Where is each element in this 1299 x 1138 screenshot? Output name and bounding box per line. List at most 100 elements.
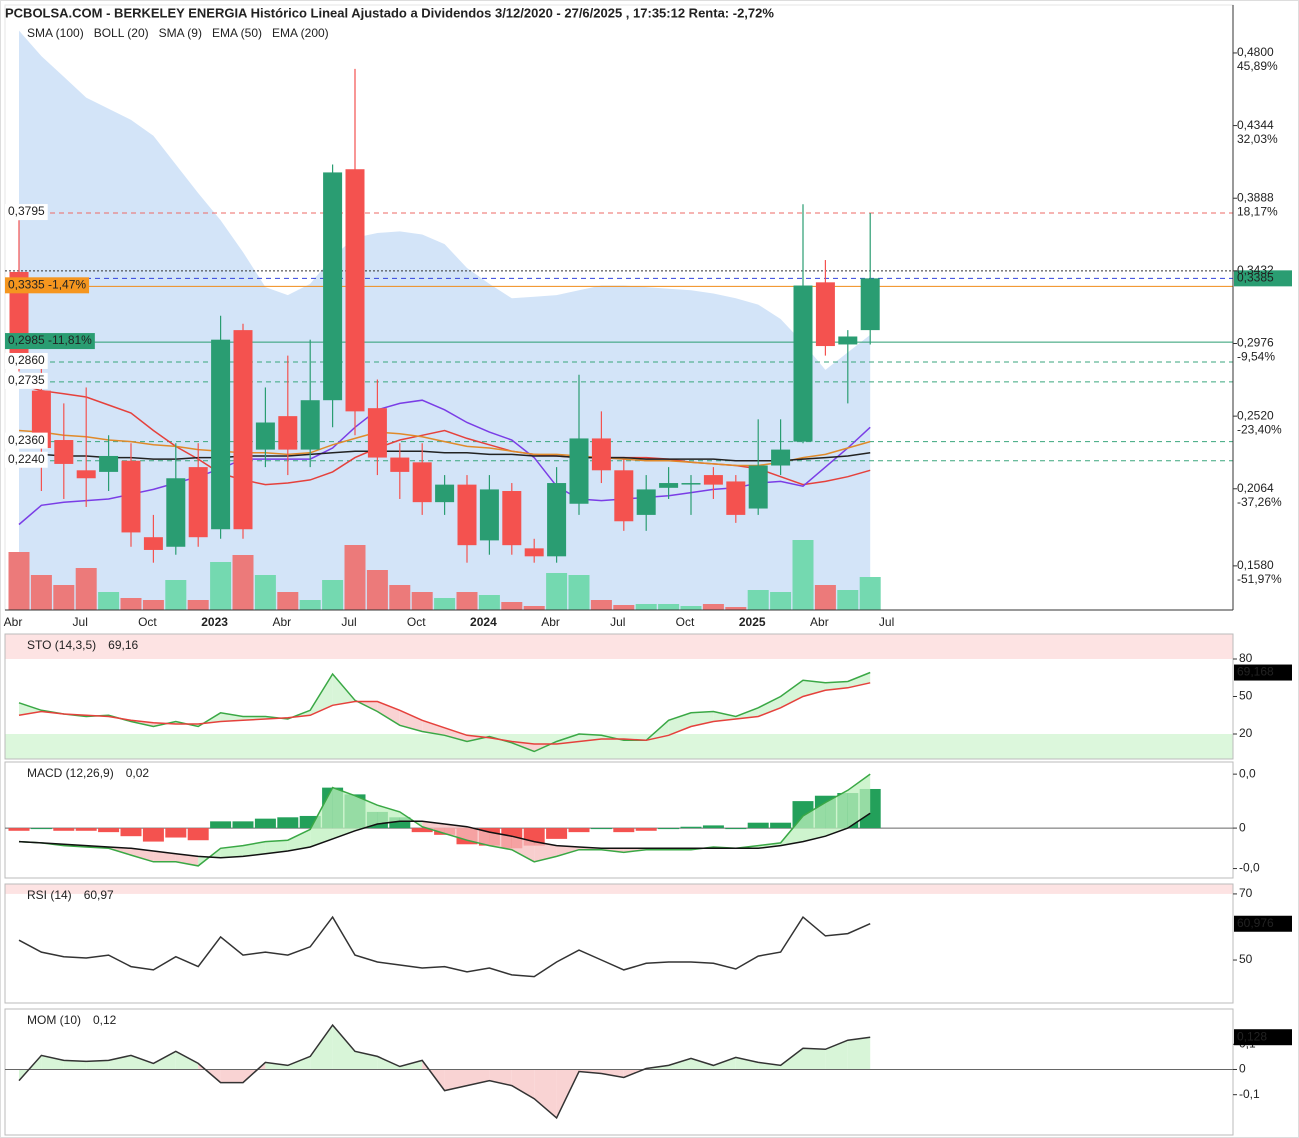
fill-area xyxy=(489,832,512,850)
fill-area xyxy=(108,1055,131,1070)
x-tick-label: Jul xyxy=(73,615,88,629)
candle-body xyxy=(300,400,320,450)
panel-title: MACD (12,26,9) xyxy=(27,766,114,780)
volume-bar xyxy=(322,580,344,610)
y-tick-label: 70 xyxy=(1239,886,1253,900)
volume-bar xyxy=(8,552,30,610)
histogram-bar xyxy=(165,828,187,838)
candle-body xyxy=(479,489,499,541)
volume-bar xyxy=(523,606,545,610)
candle-body xyxy=(815,282,835,347)
candle-body xyxy=(524,548,544,557)
histogram-bar xyxy=(702,825,724,829)
level-label: 0,2360 xyxy=(8,433,45,447)
y-tick-label: 50 xyxy=(1239,689,1253,703)
volume-bar xyxy=(120,598,142,610)
fill-area xyxy=(803,1048,826,1070)
overlay-line xyxy=(19,450,871,462)
panel-current: 69,16 xyxy=(108,638,138,652)
candle-body xyxy=(211,339,231,530)
volume-bar xyxy=(658,604,680,610)
fill-area xyxy=(287,1056,311,1070)
level-label-box xyxy=(5,432,48,449)
candle-body xyxy=(76,470,96,479)
fill-area xyxy=(780,1048,803,1070)
fill-area xyxy=(691,1058,714,1070)
histogram-bar xyxy=(389,817,411,829)
histogram-bar xyxy=(277,817,299,829)
x-tick-label: Abr xyxy=(4,615,23,629)
value-label: 0,3385 xyxy=(1237,271,1274,285)
volume-bar xyxy=(859,577,881,610)
fill-area xyxy=(444,727,467,742)
volume-bar xyxy=(680,606,702,610)
candle-body xyxy=(569,438,589,504)
y-tick-label: 80 xyxy=(1239,651,1253,665)
indicator-line xyxy=(18,671,871,753)
y-tick-label: 0,2520 xyxy=(1237,408,1274,422)
x-tick-label: 2024 xyxy=(470,615,497,629)
y-tick-label: 20 xyxy=(1239,726,1253,740)
value-label: 60,976 xyxy=(1237,916,1274,930)
y-tick-label: 0,4344 xyxy=(1237,118,1274,132)
volume-bar xyxy=(366,570,388,610)
candle-body xyxy=(793,285,813,442)
fill-area xyxy=(847,774,871,829)
histogram-bar xyxy=(747,822,769,829)
histogram-bar xyxy=(210,821,232,829)
histogram-bar xyxy=(232,821,254,829)
level-label-box xyxy=(5,204,48,221)
panel-frame xyxy=(4,761,1234,879)
volume-bar xyxy=(210,562,232,610)
histogram-bar xyxy=(680,826,702,829)
fill-area xyxy=(220,845,243,858)
x-tick-label: Abr xyxy=(272,615,291,629)
histogram-bar xyxy=(411,828,433,833)
fill-area xyxy=(511,1069,535,1099)
fill-area xyxy=(668,712,691,736)
fill-area xyxy=(803,802,826,842)
y-tick-percent: -37,26% xyxy=(1237,495,1282,509)
x-tick-label: 2023 xyxy=(201,615,228,629)
level-label: 0,3795 xyxy=(8,204,45,218)
fill-area xyxy=(399,811,423,827)
candle-body xyxy=(233,330,253,530)
volume-bar xyxy=(299,600,321,610)
candle-body xyxy=(121,460,141,533)
fill-area xyxy=(511,836,535,862)
candle-body xyxy=(99,455,119,472)
level-label: 0,2735 xyxy=(8,373,45,387)
level-label: 0,2985 -11,81% xyxy=(8,333,92,347)
y-tick-label: 50 xyxy=(1239,952,1253,966)
volume-bar xyxy=(747,590,769,610)
y-tick-label: 0 xyxy=(1239,820,1246,834)
volume-bar xyxy=(254,575,276,610)
x-tick-label: Abr xyxy=(810,615,829,629)
y-tick-label: 0,3888 xyxy=(1237,190,1274,204)
legend-entry: EMA (50) xyxy=(212,26,262,40)
candle-body xyxy=(860,278,880,331)
fill-area xyxy=(63,1060,87,1070)
candle-body xyxy=(726,481,746,515)
volume-bar xyxy=(456,592,478,610)
histogram-bar xyxy=(187,828,209,841)
histogram-bar xyxy=(635,828,657,831)
volume-bar xyxy=(277,592,299,610)
volume-bar xyxy=(53,585,75,610)
candle-body xyxy=(771,449,791,466)
fill-area xyxy=(444,824,467,841)
histogram-bar xyxy=(658,828,680,830)
candle-body xyxy=(502,491,522,546)
volume-bar xyxy=(434,598,456,610)
candle-body xyxy=(166,478,186,547)
candle-body xyxy=(143,537,163,550)
fill-area xyxy=(601,1069,624,1078)
indicator-line xyxy=(18,1023,871,1120)
y-tick-percent: -23,40% xyxy=(1237,422,1282,436)
value-label: 69,168 xyxy=(1237,665,1274,679)
y-tick-label: 0,1580 xyxy=(1237,558,1274,572)
histogram-bar xyxy=(53,828,75,831)
level-label-box xyxy=(5,352,48,369)
volume-bar xyxy=(590,600,612,610)
